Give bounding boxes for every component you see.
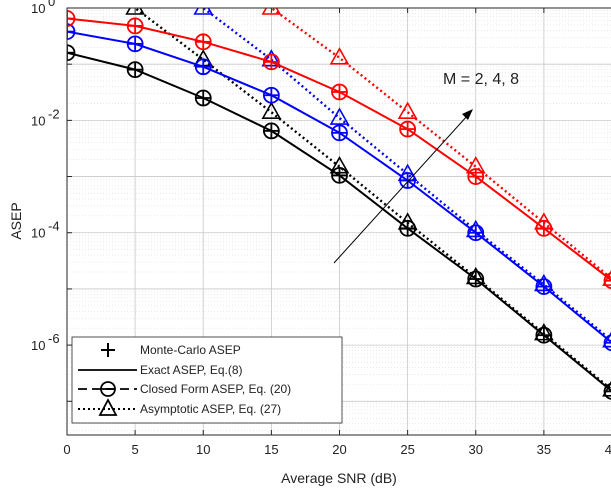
y-tick-label-exponent: -2	[48, 106, 60, 121]
legend-label-asymptotic: Asymptotic ASEP, Eq. (27)	[140, 402, 281, 416]
x-tick-label: 25	[400, 442, 414, 457]
x-tick-label: 5	[132, 442, 139, 457]
data-point-marker	[332, 125, 347, 140]
data-point-marker	[128, 18, 143, 33]
x-tick-label: 15	[264, 442, 278, 457]
x-tick-label: 35	[537, 442, 551, 457]
legend-label-monte-carlo: Monte-Carlo ASEP	[140, 343, 241, 357]
y-tick-label: 10 0	[31, 0, 55, 16]
x-tick-label: 30	[469, 442, 483, 457]
data-point-marker	[128, 62, 143, 77]
data-point-marker	[332, 168, 347, 183]
data-point-marker	[196, 59, 211, 74]
y-tick-label-base: 10	[31, 226, 45, 241]
y-tick-label: 10 -2	[31, 106, 60, 128]
x-tick-labels: 0 5 10 15 20 25 30 35 40	[63, 442, 611, 457]
x-tick-label: 0	[63, 442, 70, 457]
y-tick-label-base: 10	[31, 338, 45, 353]
data-point-marker	[332, 84, 347, 99]
data-point-marker	[264, 54, 279, 69]
legend-label-closed-form: Closed Form ASEP, Eq. (20)	[140, 382, 291, 396]
data-point-marker	[196, 34, 211, 49]
x-axis-label: Average SNR (dB)	[281, 470, 397, 486]
y-tick-label-exponent: -6	[48, 331, 60, 346]
y-axis-label: ASEP	[8, 202, 24, 239]
data-point-marker	[264, 123, 279, 138]
x-tick-label: 20	[332, 442, 346, 457]
y-tick-label-exponent: 0	[48, 0, 55, 9]
data-point-marker	[536, 279, 551, 294]
data-point-marker	[468, 169, 483, 184]
data-point-marker	[264, 88, 279, 103]
x-tick-label: 10	[196, 442, 210, 457]
y-tick-label-base: 10	[31, 113, 45, 128]
data-point-marker	[468, 225, 483, 240]
data-point-marker	[196, 91, 211, 106]
y-tick-label-base: 10	[31, 1, 45, 16]
legend: Monte-Carlo ASEP Exact ASEP, Eq.(8) Clos…	[72, 337, 342, 423]
data-point-marker	[400, 122, 415, 137]
data-point-marker	[128, 36, 143, 51]
x-tick-label: 40	[605, 442, 611, 457]
y-tick-label: 10 -4	[31, 219, 60, 241]
y-tick-label-exponent: -4	[48, 219, 60, 234]
m-annotation-text: M = 2, 4, 8	[443, 71, 519, 88]
legend-label-exact: Exact ASEP, Eq.(8)	[140, 363, 243, 377]
y-tick-label: 10 -6	[31, 331, 60, 353]
